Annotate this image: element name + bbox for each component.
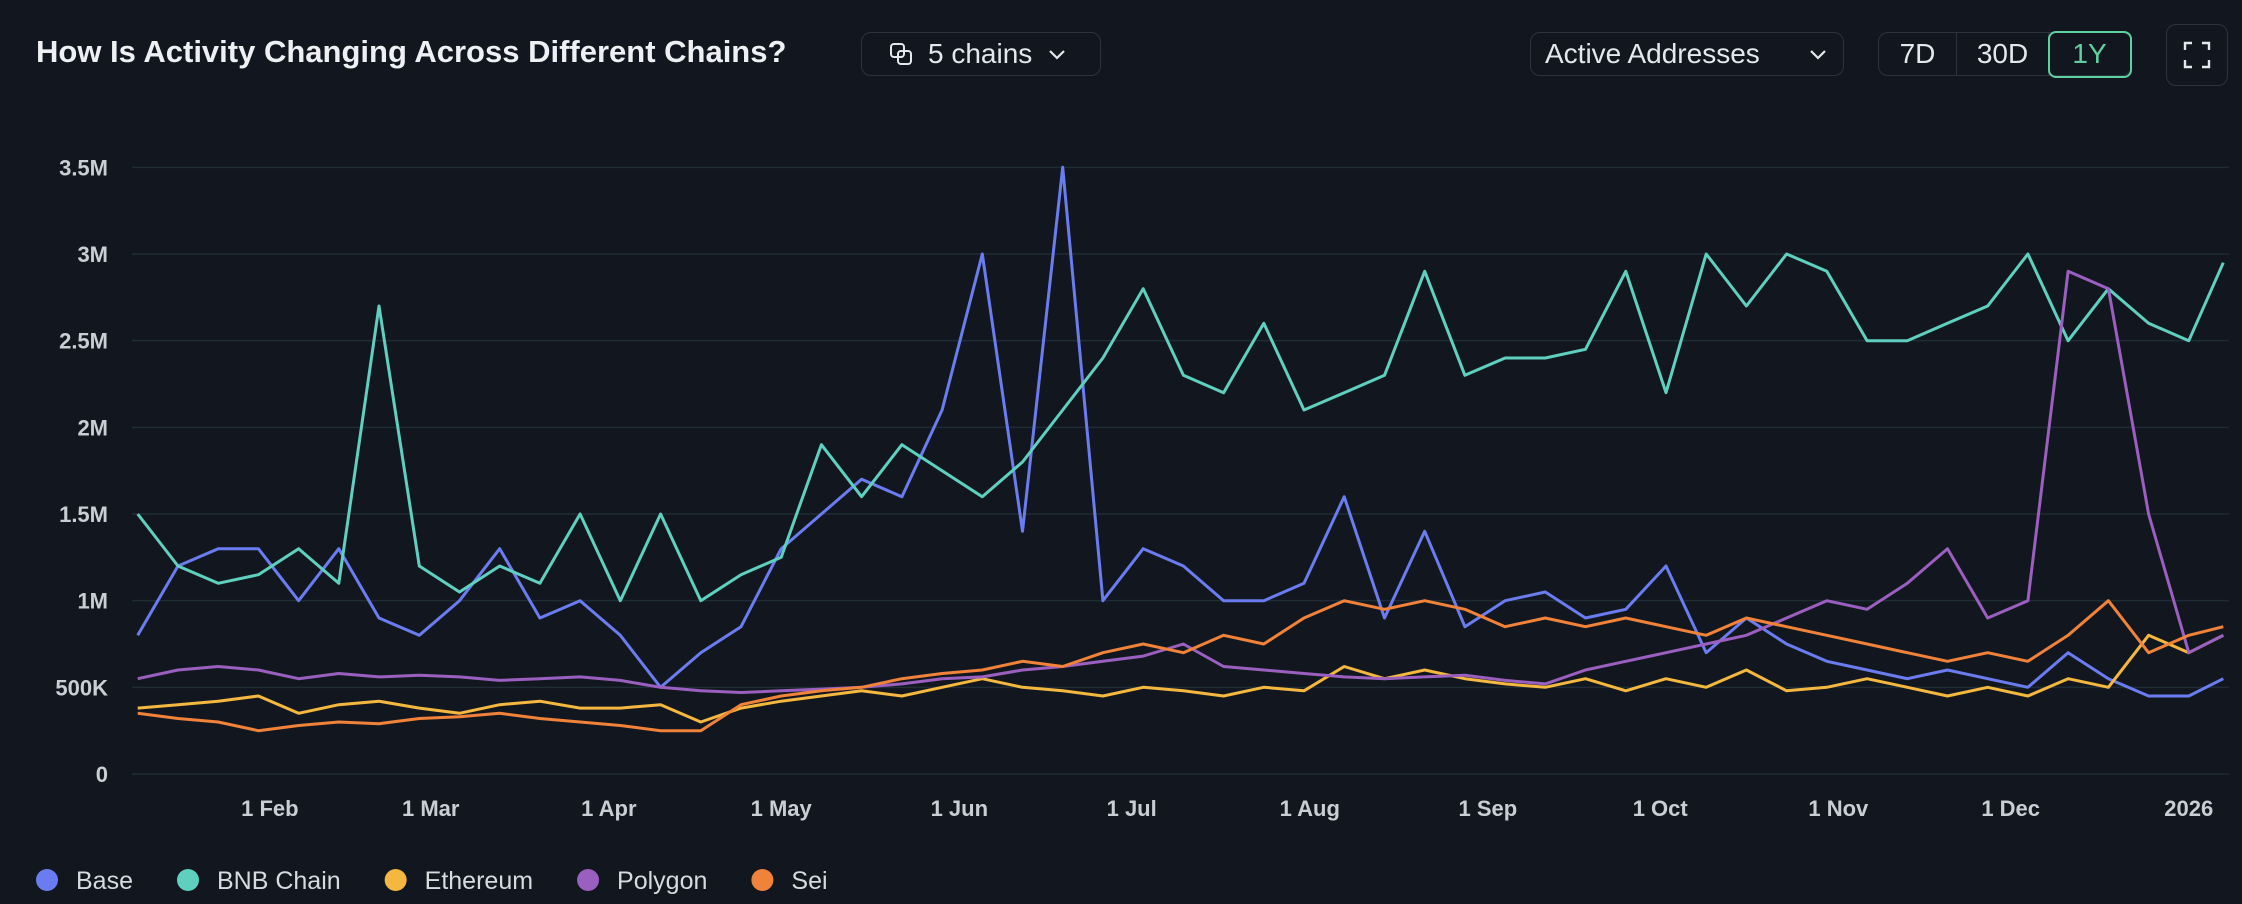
range-button[interactable]: 30D (1957, 32, 2049, 76)
series-line (137, 269, 2224, 694)
x-tick-label: 1 Feb (241, 796, 298, 821)
y-tick-label: 0 (96, 762, 108, 787)
chart-title: How Is Activity Changing Across Differen… (36, 34, 787, 69)
y-tick-label: 500K (55, 675, 108, 700)
metric-label: Active Addresses (1545, 38, 1760, 69)
legend-label: Base (76, 867, 133, 895)
chain-selector-label: 5 chains (928, 38, 1033, 69)
x-tick-label: 1 Jul (1107, 796, 1157, 821)
y-tick-label: 2.5M (59, 329, 108, 354)
y-tick-label: 3.5M (59, 155, 108, 180)
y-tick-label: 2M (77, 415, 108, 440)
chain-selector[interactable]: 5 chains (861, 32, 1101, 76)
x-tick-label: 1 Aug (1280, 796, 1340, 821)
x-tick-label: 1 Oct (1633, 796, 1689, 821)
legend-label: BNB Chain (217, 867, 341, 895)
legend-swatch (176, 869, 199, 891)
legend-label: Ethereum (425, 867, 533, 895)
y-tick-label: 3M (77, 242, 108, 267)
metric-selector[interactable]: Active Addresses (1530, 32, 1844, 76)
legend-swatch (577, 869, 600, 891)
legend-item: BNB Chain (176, 867, 341, 895)
legend-swatch (384, 869, 407, 891)
range-button[interactable]: 1Y (2047, 30, 2132, 78)
legend-item: Ethereum (384, 867, 533, 895)
legend-item: Sei (751, 867, 828, 895)
series-line (136, 165, 2224, 698)
x-tick-label: 1 Apr (581, 796, 637, 821)
x-tick-label: 1 Jun (931, 796, 988, 821)
range-selector: 7D 30D 1Y (1878, 30, 2132, 78)
x-tick-label: 1 May (751, 796, 813, 821)
x-tick-label: 1 Mar (402, 796, 460, 821)
legend-item: Base (36, 867, 133, 895)
y-tick-label: 1.5M (59, 502, 108, 527)
fullscreen-button[interactable] (2166, 24, 2228, 86)
legend-swatch (36, 869, 58, 891)
legend-label: Sei (791, 867, 827, 895)
chains-icon (890, 43, 912, 65)
series-line (137, 599, 2224, 733)
series-line (136, 252, 2225, 603)
x-tick-label: 1 Dec (1981, 796, 2040, 821)
legend-item: Polygon (577, 867, 707, 895)
x-tick-label: 1 Sep (1459, 796, 1518, 821)
fullscreen-icon (2183, 41, 2211, 69)
legend-label: Polygon (617, 867, 707, 895)
legend-swatch (751, 869, 774, 891)
chevron (1049, 50, 1066, 60)
series-line (137, 633, 2224, 724)
chevron (1810, 50, 1826, 60)
x-tick-label: 2026 (2164, 796, 2213, 821)
x-tick-label: 1 Nov (1808, 796, 1869, 821)
range-button[interactable]: 7D (1879, 32, 1957, 76)
y-tick-label: 1M (77, 589, 108, 614)
